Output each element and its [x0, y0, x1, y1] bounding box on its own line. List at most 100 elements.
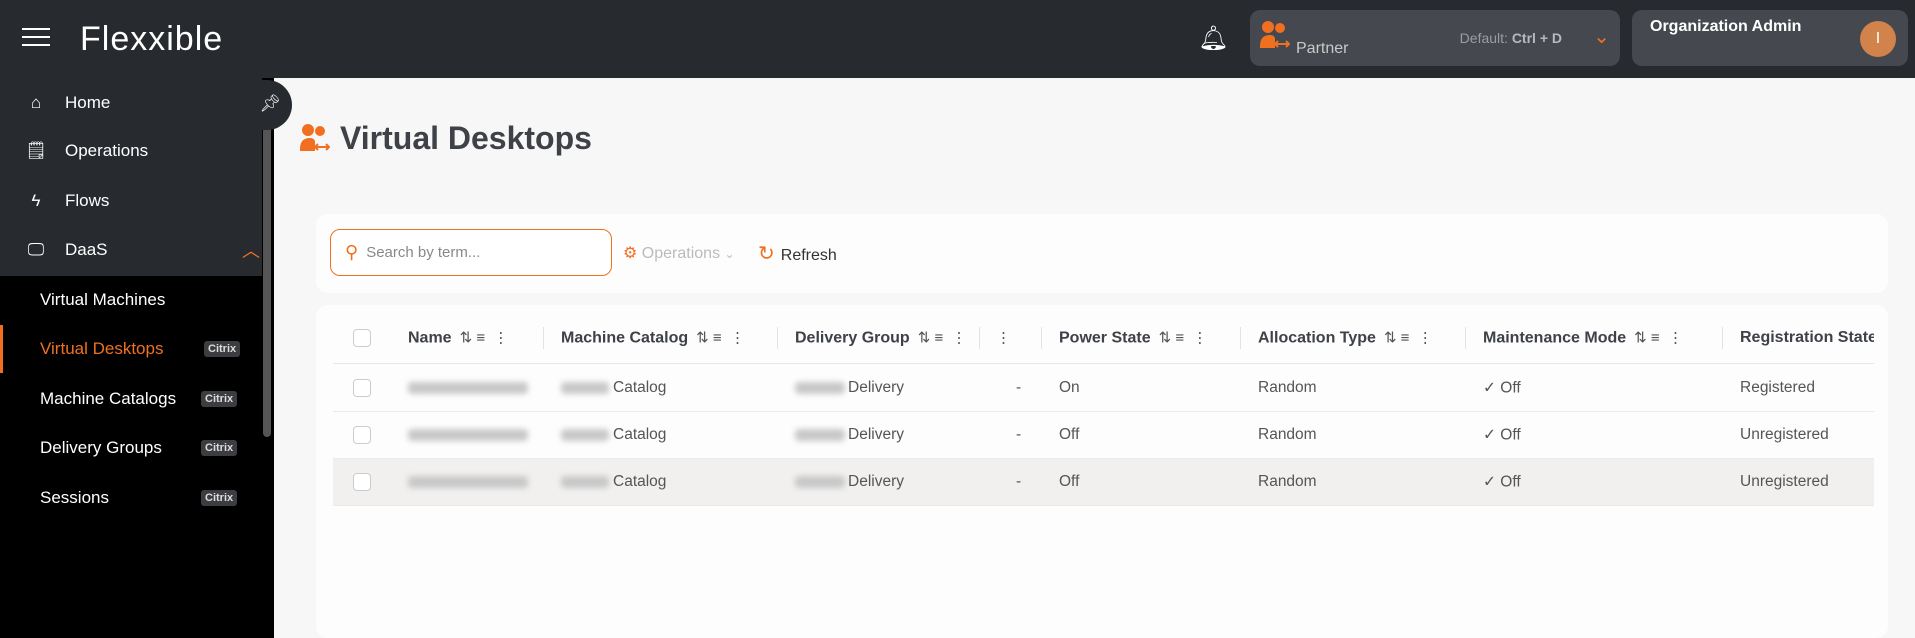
cell-extra: -: [1016, 379, 1021, 397]
cell-text: Catalog: [613, 426, 667, 443]
virtual-desktops-icon: [300, 123, 330, 151]
cell-allocation: Random: [1258, 379, 1317, 397]
sort-filter-menu-icons[interactable]: ⇅ ≡ ⋮: [917, 329, 967, 346]
cell-text: Random: [1258, 426, 1317, 443]
redacted-delivery-prefix: [795, 429, 845, 441]
row-checkbox[interactable]: [353, 473, 371, 491]
select-all-checkbox[interactable]: [353, 328, 371, 347]
cell-registration: Unregistered: [1740, 426, 1829, 444]
cell-delivery: Delivery: [848, 426, 904, 444]
check-icon: ✓: [1483, 473, 1501, 491]
bell-icon[interactable]: 🔔︎: [1198, 25, 1229, 52]
partner-label: Partner: [1296, 40, 1349, 57]
column-divider: [979, 327, 980, 349]
refresh-label: Refresh: [780, 247, 837, 264]
cell-text: Off: [1500, 379, 1521, 397]
column-divider: [777, 327, 778, 349]
column-header[interactable]: Machine Catalog ⇅ ≡ ⋮: [561, 328, 745, 347]
citrix-badge: Citrix: [204, 341, 241, 357]
column-title: Allocation Type: [1258, 329, 1376, 346]
column-header[interactable]: Registration State: [1740, 329, 1874, 347]
column-header[interactable]: Maintenance Mode ⇅ ≡ ⋮: [1483, 328, 1683, 347]
search-input[interactable]: ⚲: [330, 229, 612, 276]
column-title: Power State: [1059, 329, 1151, 346]
unpin-icon[interactable]: 📌︎: [248, 80, 292, 130]
cell-text: Registered: [1740, 379, 1815, 396]
refresh-icon: ↻: [758, 243, 775, 265]
cell-text: -: [1016, 426, 1022, 443]
sidebar-item-daas[interactable]: 🖵︎ DaaS ︿: [0, 226, 262, 274]
page-title-text: Virtual Desktops: [340, 120, 592, 156]
cell-text: Off: [1059, 473, 1080, 490]
top-bar: [0, 0, 1915, 78]
cell-extra: -: [1016, 426, 1021, 444]
sidebar-item-home[interactable]: ⌂ Home: [0, 79, 262, 127]
avatar[interactable]: I: [1860, 21, 1896, 57]
monitor-icon: 🖵︎: [27, 240, 45, 259]
cell-maintenance: ✓ Off: [1483, 473, 1521, 492]
redacted-name: [408, 429, 528, 441]
column-divider: [1041, 327, 1042, 349]
cell-catalog: Catalog: [613, 379, 666, 397]
refresh-button[interactable]: ↻ Refresh: [758, 241, 837, 266]
sort-filter-menu-icons[interactable]: ⇅ ≡ ⋮: [459, 329, 509, 346]
sort-filter-menu-icons[interactable]: ⇅ ≡ ⋮: [696, 329, 745, 346]
gear-icon: ⚙: [623, 245, 638, 262]
user-role: Organization Admin: [1650, 18, 1802, 35]
cell-allocation: Random: [1258, 426, 1317, 444]
sidebar-item-label: Machine Catalogs: [40, 389, 177, 408]
redacted-catalog-prefix: [561, 382, 609, 394]
search-field[interactable]: [366, 244, 587, 261]
sidebar-item-virtual-machines[interactable]: Virtual Machines: [0, 276, 262, 324]
row-checkbox[interactable]: [353, 426, 371, 444]
cell-power: On: [1059, 379, 1080, 397]
cell-extra: -: [1016, 473, 1021, 491]
row-checkbox[interactable]: [353, 379, 371, 397]
sidebar-item-sessions[interactable]: Sessions Citrix: [0, 474, 262, 522]
table-row[interactable]: Catalog Delivery - Off Random ✓ Off Unregister…: [333, 412, 1874, 459]
sidebar-item-label: Home: [65, 93, 111, 112]
cell-text: Catalog: [613, 473, 667, 490]
cell-maintenance: ✓ Off: [1483, 379, 1521, 398]
table-row[interactable]: Catalog Delivery - On Random ✓ Off Registered: [333, 365, 1874, 412]
sort-filter-menu-icons[interactable]: ⇅ ≡ ⋮: [1383, 329, 1433, 346]
cell-text: -: [1016, 473, 1022, 490]
column-header[interactable]: Delivery Group ⇅ ≡ ⋮: [795, 328, 967, 347]
user-menu[interactable]: Organization Admin I: [1632, 10, 1908, 66]
cell-text: Catalog: [613, 379, 667, 396]
cell-text: Random: [1258, 379, 1317, 396]
table-row[interactable]: Catalog Delivery - Off Random ✓ Off Unregister…: [333, 459, 1874, 506]
check-icon: ✓: [1483, 426, 1501, 444]
cell-text: On: [1059, 379, 1080, 396]
redacted-catalog-prefix: [561, 476, 609, 488]
default-shortcut: Default: Ctrl + D: [1459, 30, 1562, 46]
column-title: Registration State: [1740, 328, 1874, 346]
sidebar-item-flows[interactable]: ϟ Flows: [0, 177, 262, 225]
sidebar-item-delivery-groups[interactable]: Delivery Groups Citrix: [0, 424, 262, 472]
column-divider: [1722, 327, 1723, 349]
sidebar-item-operations[interactable]: 🗒︎ Operations: [0, 127, 262, 175]
sidebar-item-virtual-desktops[interactable]: Virtual Desktops Citrix: [0, 325, 262, 373]
partner-selector[interactable]: Partner Default: Ctrl + D ⌄: [1250, 10, 1620, 66]
column-title: Name: [408, 329, 452, 346]
column-header[interactable]: Name ⇅ ≡ ⋮: [408, 328, 508, 347]
cell-registration: Registered: [1740, 379, 1815, 397]
sort-filter-menu-icons[interactable]: ⇅ ≡ ⋮: [1634, 329, 1683, 346]
menu-icon[interactable]: [22, 28, 50, 48]
cell-allocation: Random: [1258, 473, 1317, 491]
redacted-delivery-prefix: [795, 476, 845, 488]
sort-filter-menu-icons[interactable]: ⇅ ≡ ⋮: [1158, 329, 1208, 346]
column-header[interactable]: Power State ⇅ ≡ ⋮: [1059, 328, 1207, 347]
column-header[interactable]: ⋮: [996, 328, 1011, 347]
operations-dropdown[interactable]: ⚙ Operations ⌄: [623, 243, 735, 263]
redacted-catalog-prefix: [561, 429, 609, 441]
sidebar-main-section: [0, 78, 262, 276]
page-title: Virtual Desktops: [300, 120, 592, 157]
sidebar-scrollbar[interactable]: [263, 125, 271, 437]
sidebar-item-label: Delivery Groups: [40, 438, 162, 457]
column-menu-icon[interactable]: ⋮: [996, 329, 1011, 346]
sidebar-item-label: Operations: [65, 141, 149, 160]
sidebar-item-machine-catalogs[interactable]: Machine Catalogs Citrix: [0, 375, 262, 423]
column-header[interactable]: Allocation Type ⇅ ≡ ⋮: [1258, 328, 1433, 347]
column-title: Machine Catalog: [561, 329, 689, 346]
